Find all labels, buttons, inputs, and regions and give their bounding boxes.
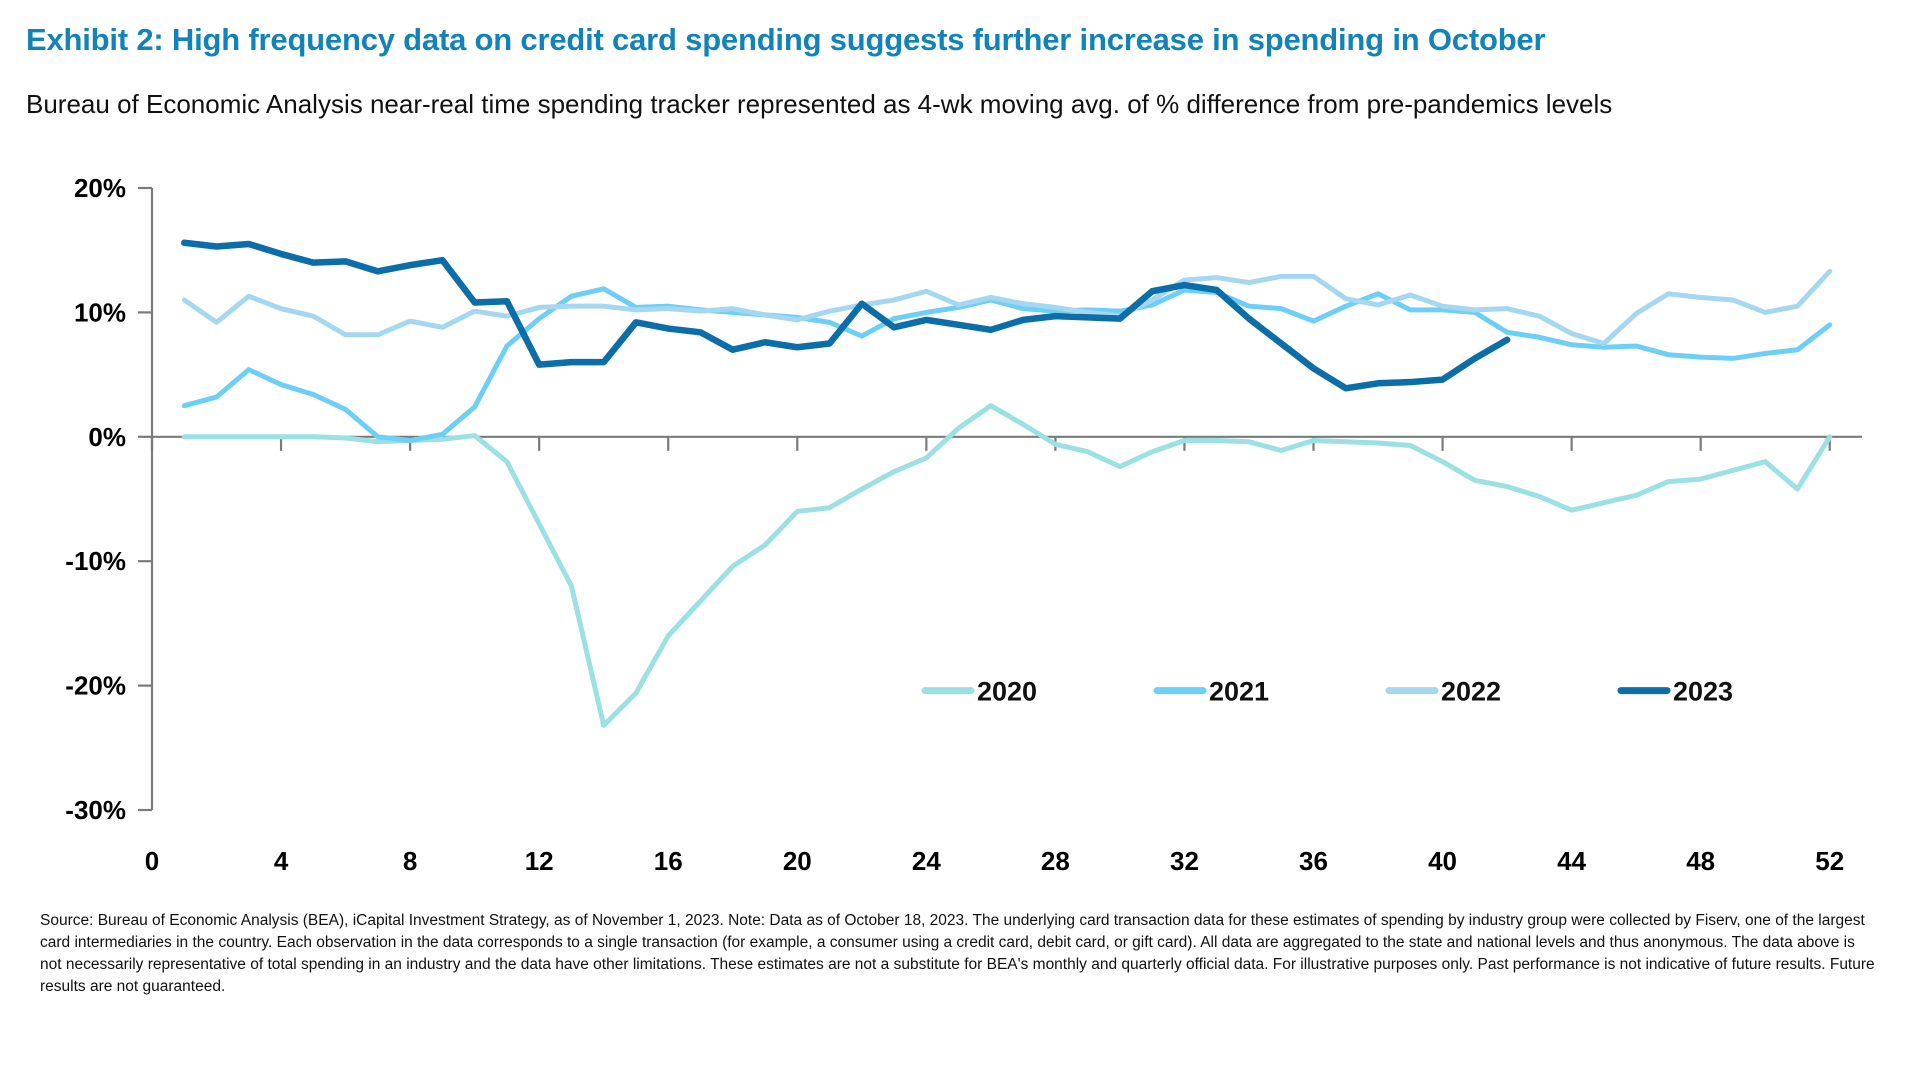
x-axis-tick-label: 24 [912,846,941,876]
legend-label-2022: 2022 [1441,677,1501,707]
series-line-2021 [181,286,1833,444]
series-line-2020 [181,403,1833,728]
footnote-divider [0,898,1920,899]
x-axis-tick-label: 48 [1686,846,1715,876]
x-axis-tick-label: 20 [783,846,812,876]
source-footnote: Source: Bureau of Economic Analysis (BEA… [40,912,1875,995]
series-lines [181,239,1833,728]
legend-label-2020: 2020 [977,677,1037,707]
page-title: Exhibit 2: High frequency data on credit… [26,22,1546,57]
x-axis-tick-label: 36 [1299,846,1328,876]
x-axis-tick-label: 4 [274,846,289,876]
y-axis-tick-label: 20% [74,173,126,203]
x-axis-tick-label: 32 [1170,846,1199,876]
x-axis-tick-label: 0 [145,846,159,876]
y-axis-tick-label: -10% [65,546,126,576]
chart-subtitle: Bureau of Economic Analysis near-real ti… [26,89,1613,119]
y-axis-tick-label: 0% [88,422,126,452]
x-axis-tick-label: 52 [1815,846,1844,876]
chart-plot-area: 20% 10% 0% -10% -20% -30% 0 4 8 12 16 20 24 28 32 36 40… [0,170,1920,900]
legend-label-2023: 2023 [1673,677,1733,707]
series-line-2022 [181,268,1833,346]
line-chart-svg: 20%10%0%-10%-20%-30% 0 4 8 12 16 20 24 28 32 36 40… [65,173,1862,876]
x-axis-tick-label: 8 [403,846,417,876]
y-axis-tick-label: 10% [74,297,126,327]
y-axis-tick-label: -30% [65,795,126,825]
y-axis-ticks: 20% 10% 0% -10% -20% -30% [65,173,152,825]
x-axis-tick-label: 16 [654,846,683,876]
y-axis-tick-label: -20% [65,671,126,701]
chart-legend: 2020 2021 2022 2023 [921,677,1733,707]
x-axis-tick-label: 44 [1557,846,1586,876]
legend-label-2021: 2021 [1209,677,1269,707]
x-axis-ticks: 0 4 8 12 16 20 24 28 32 36 40 44 48 52 [145,436,1844,876]
x-axis-tick-label: 12 [525,846,554,876]
x-axis-tick-label: 40 [1428,846,1457,876]
x-axis-tick-label: 28 [1041,846,1070,876]
series-line-2023 [181,239,1511,392]
